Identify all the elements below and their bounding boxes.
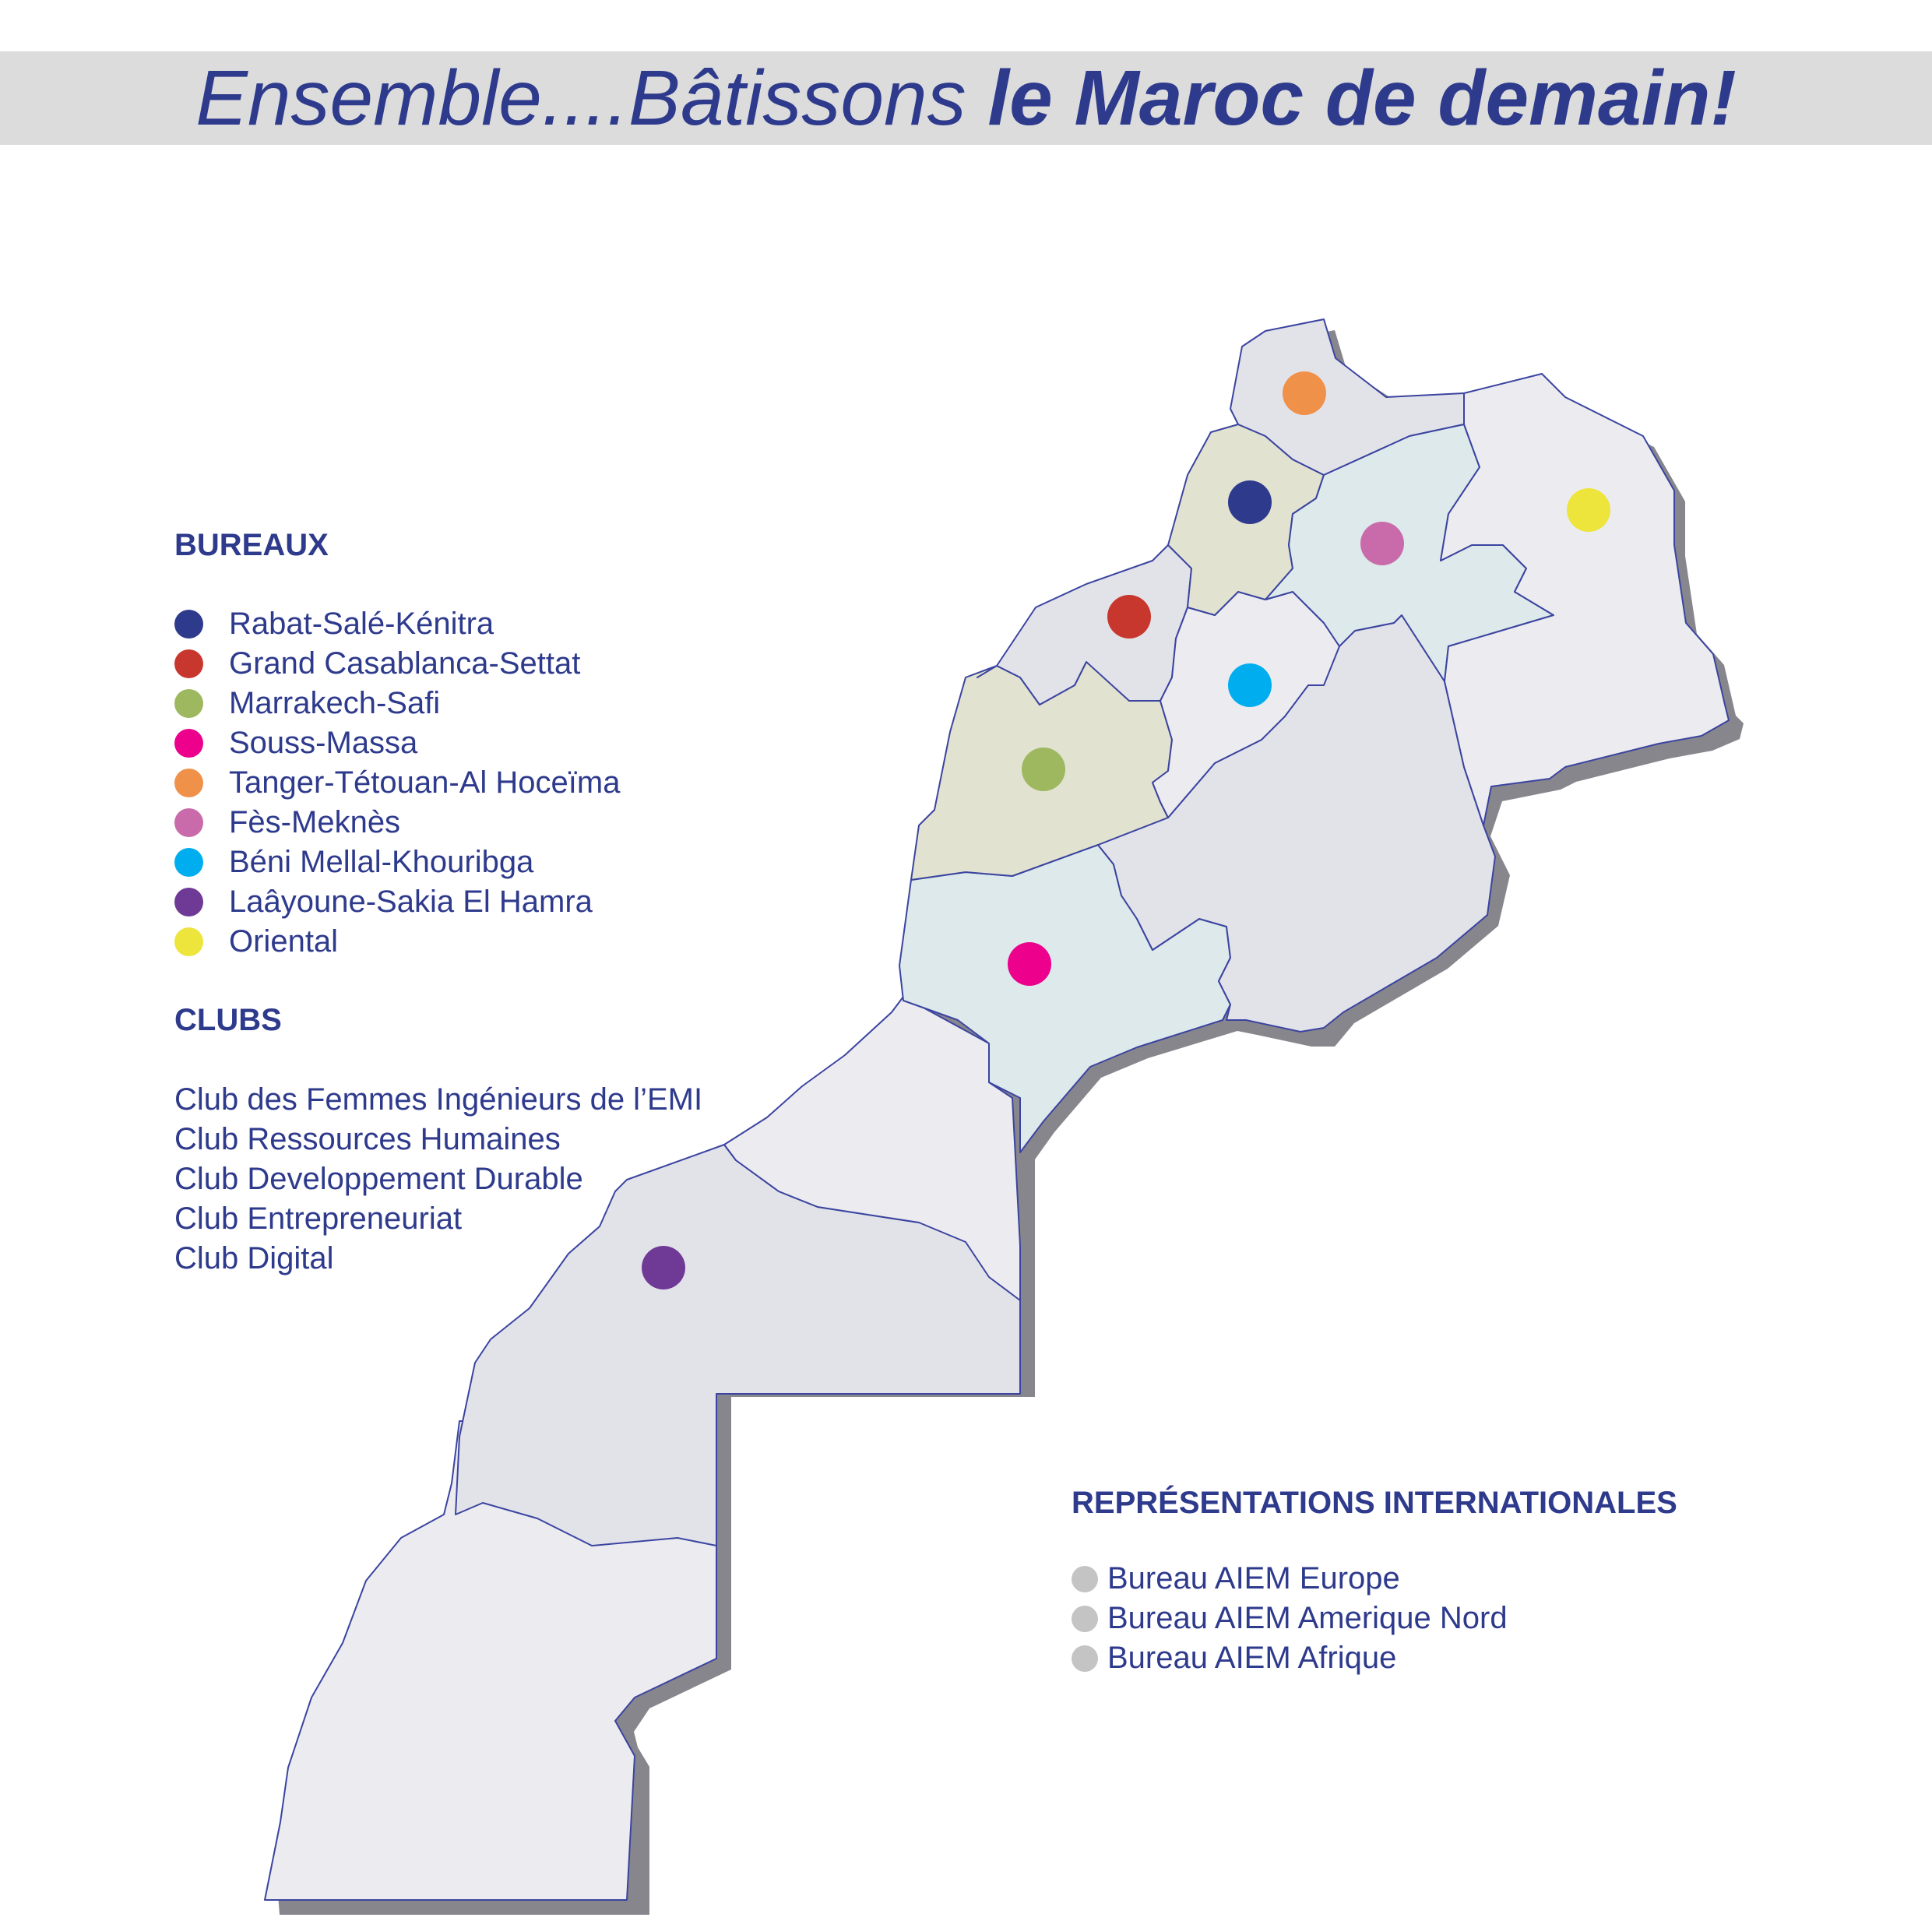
bureau-item: Fès-Meknès — [174, 803, 620, 843]
international-list: Bureau AIEM Europe Bureau AIEM Amerique N… — [1072, 1559, 1508, 1678]
marker-beni-mellal — [1228, 663, 1272, 707]
club-item: Club Entrepreneuriat — [174, 1201, 463, 1236]
bureau-label: Fès-Meknès — [229, 805, 401, 839]
region-oriental — [1440, 373, 1730, 826]
clubs-heading: CLUBS — [174, 1003, 282, 1037]
region-guelmim — [723, 996, 1021, 1301]
bureau-item: Grand Casablanca-Settat — [174, 644, 620, 684]
bureau-color-dot — [174, 769, 203, 797]
bureau-color-dot — [174, 808, 203, 837]
international-dot — [1072, 1645, 1098, 1672]
marker-laayoune — [642, 1246, 685, 1289]
bureau-label: Béni Mellal-Khouribga — [229, 845, 534, 879]
bureau-label: Tanger-Tétouan-Al Hoceïma — [229, 765, 621, 800]
club-item: Club Developpement Durable — [174, 1162, 583, 1196]
club-item: Club Ressources Humaines — [174, 1122, 561, 1156]
bureaux-heading: BUREAUX — [174, 528, 329, 562]
bureau-item: Béni Mellal-Khouribga — [174, 843, 620, 882]
marker-fes-meknes — [1360, 522, 1404, 565]
marker-casablanca — [1107, 595, 1151, 639]
international-item: Bureau AIEM Afrique — [1072, 1638, 1508, 1678]
bureau-label: Grand Casablanca-Settat — [229, 646, 581, 681]
bureau-label: Oriental — [229, 924, 339, 959]
marker-oriental — [1567, 488, 1610, 532]
title-light-text: Ensemble....Bâtissons — [195, 55, 988, 142]
bureau-item: Marrakech-Safi — [174, 684, 620, 723]
international-item: Bureau AIEM Europe — [1072, 1559, 1508, 1599]
bureau-markers — [642, 371, 1610, 1289]
bureau-item: Tanger-Tétouan-Al Hoceïma — [174, 763, 620, 803]
marker-rabat — [1228, 480, 1272, 524]
international-dot — [1072, 1566, 1098, 1592]
club-item: Club des Femmes Ingénieurs de l’EMI — [174, 1082, 703, 1117]
bureau-item: Souss-Massa — [174, 723, 620, 763]
title-banner — [0, 51, 1932, 145]
international-label: Bureau AIEM Europe — [1107, 1561, 1400, 1596]
clubs-list: Club des Femmes Ingénieurs de l’EMI Club … — [174, 1080, 702, 1279]
international-dot — [1072, 1606, 1098, 1632]
international-item: Bureau AIEM Amerique Nord — [1072, 1599, 1508, 1638]
bureau-color-dot — [174, 649, 203, 678]
bureau-color-dot — [174, 927, 203, 956]
bureau-color-dot — [174, 729, 203, 758]
bureau-label: Laâyoune-Sakia El Hamra — [229, 885, 593, 919]
map-regions — [264, 318, 1730, 1901]
marker-souss-massa — [1008, 942, 1051, 986]
title-bold-text: le Maroc de demain! — [987, 55, 1737, 142]
page-title: Ensemble....Bâtissons le Maroc de demain… — [0, 51, 1932, 145]
bureau-color-dot — [174, 689, 203, 718]
club-item: Club Digital — [174, 1241, 334, 1275]
bureau-label: Marrakech-Safi — [229, 686, 441, 720]
bureau-item: Oriental — [174, 922, 620, 962]
bureau-label: Souss-Massa — [229, 726, 418, 760]
bureau-label: Rabat-Salé-Kénitra — [229, 607, 494, 641]
marker-marrakech — [1022, 748, 1065, 791]
bureau-item: Rabat-Salé-Kénitra — [174, 604, 620, 644]
bureau-color-dot — [174, 848, 203, 877]
bureau-color-dot — [174, 610, 203, 639]
international-label: Bureau AIEM Amerique Nord — [1107, 1601, 1508, 1635]
marker-tanger — [1283, 371, 1326, 415]
bureaux-list: Rabat-Salé-Kénitra Grand Casablanca-Setta… — [174, 604, 620, 962]
international-label: Bureau AIEM Afrique — [1107, 1641, 1397, 1675]
bureau-item: Laâyoune-Sakia El Hamra — [174, 882, 620, 922]
international-heading: REPRÉSENTATIONS INTERNATIONALES — [1072, 1486, 1677, 1520]
bureau-color-dot — [174, 888, 203, 917]
